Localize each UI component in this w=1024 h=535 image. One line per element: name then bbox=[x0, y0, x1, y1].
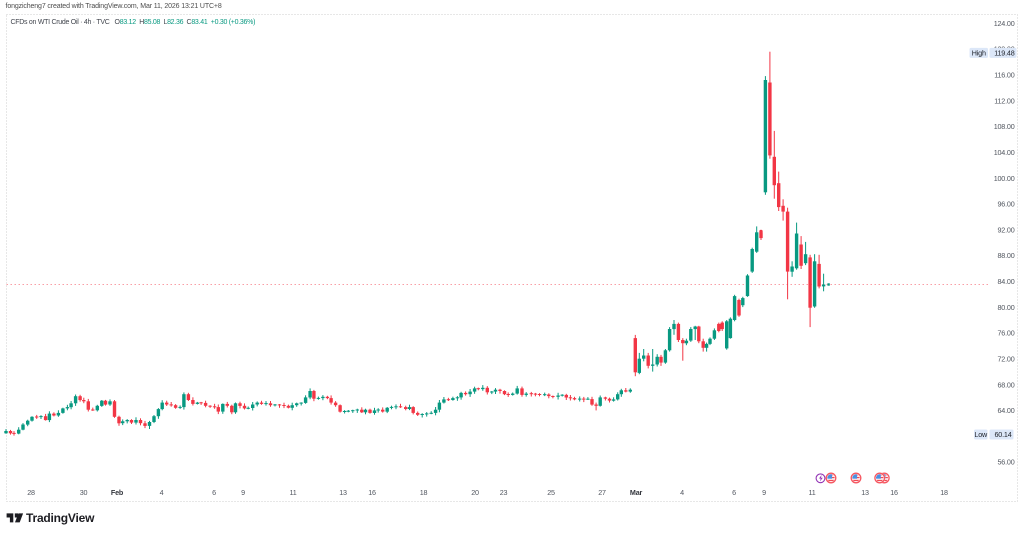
svg-text:56.00: 56.00 bbox=[998, 458, 1015, 467]
svg-text:116.00: 116.00 bbox=[994, 71, 1014, 80]
svg-text:18: 18 bbox=[940, 488, 948, 497]
svg-text:68.00: 68.00 bbox=[998, 380, 1015, 389]
svg-text:92.00: 92.00 bbox=[998, 225, 1015, 234]
svg-text:96.00: 96.00 bbox=[998, 200, 1015, 209]
svg-text:13: 13 bbox=[339, 488, 347, 497]
svg-text:23: 23 bbox=[500, 488, 508, 497]
svg-text:4: 4 bbox=[680, 488, 684, 497]
svg-text:119.48: 119.48 bbox=[994, 49, 1014, 58]
svg-text:112.00: 112.00 bbox=[994, 96, 1014, 105]
svg-text:Feb: Feb bbox=[111, 488, 124, 497]
svg-text:30: 30 bbox=[80, 488, 88, 497]
svg-text:108.00: 108.00 bbox=[994, 122, 1015, 131]
svg-text:124.00: 124.00 bbox=[994, 19, 1015, 28]
svg-text:Low: Low bbox=[974, 430, 988, 439]
svg-text:27: 27 bbox=[598, 488, 606, 497]
svg-text:9: 9 bbox=[762, 488, 766, 497]
svg-text:Mar: Mar bbox=[630, 488, 643, 497]
svg-text:High: High bbox=[972, 49, 986, 58]
svg-text:4: 4 bbox=[160, 488, 164, 497]
svg-text:88.00: 88.00 bbox=[998, 251, 1015, 260]
svg-text:72.00: 72.00 bbox=[998, 355, 1015, 364]
svg-text:13: 13 bbox=[861, 488, 869, 497]
svg-text:64.00: 64.00 bbox=[998, 406, 1015, 415]
svg-text:84.00: 84.00 bbox=[998, 277, 1015, 286]
svg-text:28: 28 bbox=[27, 488, 35, 497]
svg-text:6: 6 bbox=[212, 488, 216, 497]
svg-text:18: 18 bbox=[420, 488, 428, 497]
svg-text:9: 9 bbox=[241, 488, 245, 497]
svg-text:104.00: 104.00 bbox=[994, 148, 1015, 157]
svg-text:16: 16 bbox=[890, 488, 898, 497]
svg-text:11: 11 bbox=[289, 488, 296, 497]
svg-text:76.00: 76.00 bbox=[998, 329, 1015, 338]
svg-text:20: 20 bbox=[471, 488, 479, 497]
svg-text:25: 25 bbox=[547, 488, 555, 497]
svg-text:60.14: 60.14 bbox=[995, 430, 1012, 439]
svg-text:16: 16 bbox=[368, 488, 376, 497]
svg-text:6: 6 bbox=[732, 488, 736, 497]
svg-text:80.00: 80.00 bbox=[998, 303, 1015, 312]
svg-text:100.00: 100.00 bbox=[994, 174, 1015, 183]
svg-text:11: 11 bbox=[808, 488, 815, 497]
